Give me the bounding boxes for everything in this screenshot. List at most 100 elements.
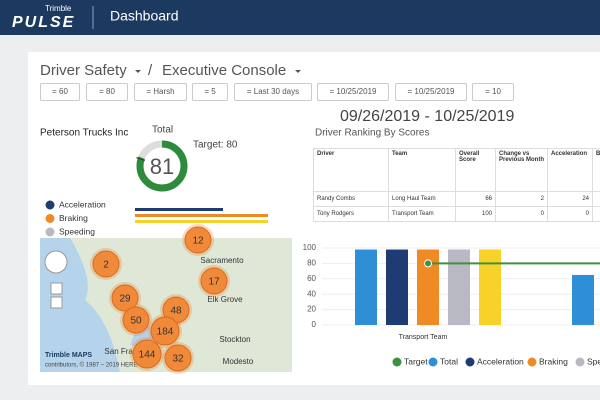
legend-swatch xyxy=(45,227,55,237)
table-cell: Transport Team xyxy=(388,206,456,222)
map-attribution: Trimble MAPS xyxy=(45,352,92,359)
legend-swatch xyxy=(392,357,402,367)
column-header[interactable]: Braking xyxy=(592,148,600,192)
breadcrumb-item[interactable]: Executive Console xyxy=(162,62,286,79)
header-bar xyxy=(0,0,600,35)
cluster-count: 12 xyxy=(192,236,204,247)
filter-chip[interactable]: = 10/25/2019 xyxy=(395,83,467,101)
filter-chip[interactable]: = 60 xyxy=(40,83,80,101)
legend-swatch xyxy=(45,200,55,210)
legend-swatch xyxy=(45,214,55,223)
page-title: Dashboard xyxy=(110,8,179,24)
table-header-row: Driver Team Overall Score Change vs Previou… xyxy=(313,148,600,192)
map-cluster xyxy=(184,226,212,254)
table-cell: 24 xyxy=(547,191,593,207)
summary-bar xyxy=(135,208,223,211)
bar xyxy=(386,249,408,325)
table-cell: Tony Rodgers xyxy=(313,206,389,222)
legend-label: Target xyxy=(404,356,428,366)
map-place: Modesto xyxy=(223,357,254,366)
dropdown-caret xyxy=(295,70,301,73)
legend-label: Total xyxy=(440,356,458,366)
y-tick-label: 100 xyxy=(303,243,317,252)
legend-swatch xyxy=(428,357,438,367)
gauge-target: Target: 80 xyxy=(193,140,238,151)
map-pan-control[interactable] xyxy=(44,250,68,274)
legend-label: Speeding xyxy=(59,226,95,236)
cluster-count: 50 xyxy=(130,316,142,327)
bar xyxy=(417,249,439,325)
dropdown-caret xyxy=(135,70,141,73)
table-cell: 0 xyxy=(495,206,548,222)
table-cell: 0 xyxy=(547,206,593,222)
table-cell: 100 xyxy=(455,206,496,222)
legend-label: Braking xyxy=(539,356,568,366)
column-header[interactable]: Change vs Previous Month xyxy=(495,148,548,192)
bar xyxy=(479,249,501,325)
filter-chip[interactable]: = Harsh xyxy=(134,83,187,101)
y-tick-label: 20 xyxy=(307,305,316,314)
table-cell: Randy Combs xyxy=(313,191,389,207)
bar xyxy=(355,249,377,325)
cluster-count: 48 xyxy=(170,306,182,317)
legend-swatch xyxy=(527,357,537,367)
gauge-arc xyxy=(136,140,188,192)
map-cluster xyxy=(92,250,120,278)
legend-label: Acceleration xyxy=(59,199,106,209)
filter-chip[interactable]: = Last 30 days xyxy=(234,83,312,101)
summary-bar xyxy=(135,220,268,223)
map-zoom-out[interactable] xyxy=(50,296,63,309)
legend-swatch xyxy=(575,357,585,367)
filter-chip[interactable]: = 5 xyxy=(192,83,228,101)
summary-bar xyxy=(135,214,268,217)
bar xyxy=(572,274,594,325)
y-tick-label: 40 xyxy=(307,289,316,298)
bar xyxy=(448,249,470,325)
legend-label: Acceleration xyxy=(477,356,524,366)
table-cell-empty xyxy=(592,206,600,222)
table-title: Driver Ranking By Scores xyxy=(315,128,429,139)
filter-chip[interactable]: = 80 xyxy=(86,83,128,101)
table-cell: Long Haul Team xyxy=(388,191,456,207)
breadcrumb-item[interactable]: Driver Safety xyxy=(40,62,127,79)
gauge-target xyxy=(136,157,146,161)
x-tick-label: Transport Team xyxy=(399,334,448,341)
legend-swatch xyxy=(465,357,475,367)
gauge-label: Total xyxy=(152,125,173,136)
cluster-count: 32 xyxy=(172,354,184,365)
map-place: Stockton xyxy=(219,335,250,344)
y-tick-label: 60 xyxy=(307,274,316,283)
cluster-count: 144 xyxy=(139,350,156,361)
brand[interactable]: PULSE xyxy=(12,14,75,31)
map-place: Sacramento xyxy=(200,256,244,265)
column-header[interactable]: Driver xyxy=(313,148,389,192)
target-point xyxy=(424,259,432,268)
column-header[interactable]: Acceleration xyxy=(547,148,593,192)
table-cell-empty xyxy=(592,191,600,207)
fleet-name: Peterson Trucks Inc xyxy=(40,128,128,139)
ranking-table: Driver Team Overall Score Change vs Previou… xyxy=(313,148,600,222)
cluster-count: 29 xyxy=(119,294,131,305)
map-cluster xyxy=(164,344,192,372)
legend-label: Speeding xyxy=(587,356,600,366)
y-tick-label: 80 xyxy=(307,259,316,268)
filter-chip[interactable]: = 10 xyxy=(472,83,514,101)
legend-label: Braking xyxy=(59,213,88,223)
map-zoom-in[interactable] xyxy=(50,282,63,295)
map-place: Elk Grove xyxy=(207,295,243,304)
column-header[interactable]: Team xyxy=(388,148,456,192)
column-header[interactable]: Overall Score xyxy=(455,148,496,192)
filter-chip[interactable]: = 10/25/2019 xyxy=(317,83,389,101)
cluster-count: 17 xyxy=(208,277,220,288)
map-cluster xyxy=(200,267,228,295)
map-attribution: contributors, © 1987 – 2019 HERE xyxy=(45,362,137,369)
gauge-value: 81 xyxy=(150,154,174,179)
table-row[interactable]: Tony Rodgers Transport Team 100 0 0 xyxy=(313,206,600,222)
table-row[interactable]: Randy Combs Long Haul Team 66 2 24 xyxy=(313,191,600,207)
map-cluster xyxy=(132,339,162,369)
map-cluster xyxy=(111,284,139,312)
map-place: San Francisco xyxy=(104,347,156,356)
table-cell: 66 xyxy=(455,191,496,207)
y-tick-label: 0 xyxy=(312,320,317,329)
